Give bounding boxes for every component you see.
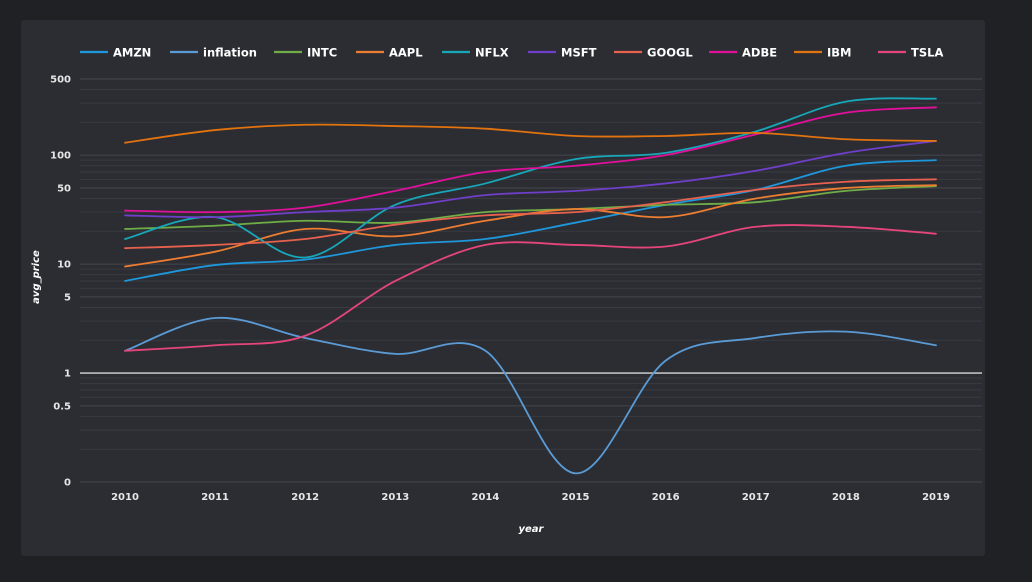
y-tick-label: 5: [64, 292, 71, 303]
series-lines: [124, 97, 937, 475]
series-line-intc[interactable]: [124, 185, 937, 230]
y-tick-label: 50: [57, 183, 71, 194]
legend-item-msft[interactable]: MSFT: [528, 46, 597, 60]
legend-label: NFLX: [475, 46, 509, 60]
legend-label: ADBE: [742, 46, 777, 60]
x-tick-label: 2011: [201, 492, 229, 503]
series-line-ibm[interactable]: [124, 123, 937, 144]
legend-item-tsla[interactable]: TSLA: [878, 46, 943, 60]
y-tick-label: 10: [57, 260, 71, 271]
x-tick-label: 2019: [922, 492, 950, 503]
legend-item-aapl[interactable]: AAPL: [356, 46, 423, 60]
x-tick-label: 2016: [652, 492, 680, 503]
x-tick-label: 2018: [832, 492, 860, 503]
y-axis-title: avg_price: [31, 250, 42, 304]
series-line-msft[interactable]: [124, 140, 937, 219]
legend-item-intc[interactable]: INTC: [274, 46, 337, 60]
x-tick-label: 2013: [381, 492, 409, 503]
legend-label: GOOGL: [647, 46, 693, 60]
series-line-googl[interactable]: [124, 178, 937, 250]
x-tick-label: 2010: [111, 492, 139, 503]
x-tick-label: 2014: [472, 492, 500, 503]
x-axis-title: year: [519, 524, 545, 535]
legend-item-amzn[interactable]: AMZN: [80, 46, 151, 60]
series-line-inflation[interactable]: [124, 316, 937, 475]
series-line-amzn[interactable]: [124, 159, 937, 282]
series-line-tsla[interactable]: [124, 224, 937, 352]
grid: [80, 78, 982, 483]
legend-item-adbe[interactable]: ADBE: [709, 46, 777, 60]
series-line-adbe[interactable]: [124, 106, 937, 214]
y-tick-label: 500: [50, 75, 71, 86]
legend-item-googl[interactable]: GOOGL: [614, 46, 693, 60]
legend-label: AMZN: [113, 46, 151, 60]
y-tick-label: 0.5: [53, 401, 71, 412]
legend-label: INTC: [307, 46, 337, 60]
legend-label: TSLA: [911, 46, 943, 60]
legend-label: inflation: [203, 46, 257, 60]
x-tick-label: 2017: [742, 492, 770, 503]
x-tick-label: 2012: [291, 492, 319, 503]
legend-item-inflation[interactable]: inflation: [170, 46, 257, 60]
y-tick-label: 1: [64, 369, 71, 380]
x-tick-labels: 2010 2011 2012 2013 2014 2015 2016 2017 2018 2019: [111, 492, 950, 503]
series-line-nflx[interactable]: [124, 97, 937, 259]
legend-label: MSFT: [561, 46, 597, 60]
y-tick-label: 0: [64, 478, 71, 489]
chart-panel: 500 100 50 10 5 1 0.5 0 2010 2011 2012 2013 2014 201…: [21, 20, 985, 556]
x-tick-label: 2015: [562, 492, 590, 503]
y-tick-labels: 500 100 50 10 5 1 0.5 0: [50, 75, 71, 489]
y-tick-label: 100: [50, 151, 71, 162]
legend-item-nflx[interactable]: NFLX: [442, 46, 509, 60]
legend-label: AAPL: [389, 46, 423, 60]
legend-item-ibm[interactable]: IBM: [794, 46, 852, 60]
legend: AMZN inflation INTC AAPL NFLX MSFT GOOGL ADBE IB…: [80, 46, 943, 60]
legend-label: IBM: [827, 46, 852, 60]
